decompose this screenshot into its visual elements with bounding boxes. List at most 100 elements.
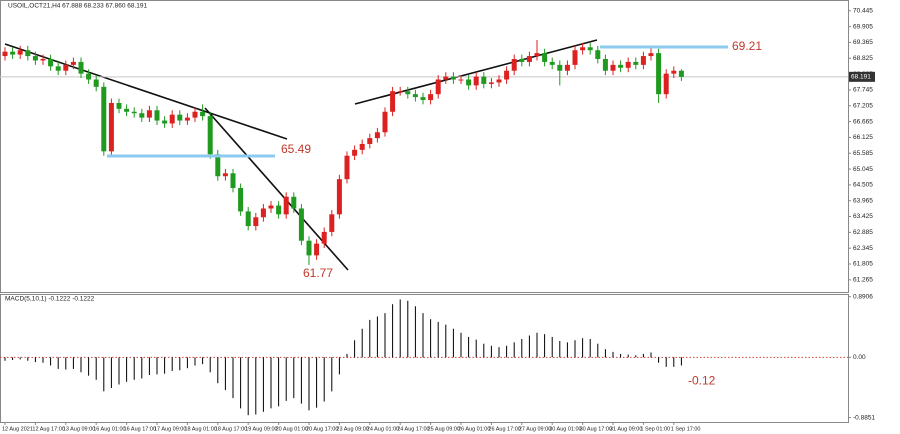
candle-body — [656, 53, 662, 95]
x-tick-label: 20 Aug 17:00 — [306, 426, 338, 432]
last-price-label: 68.191 — [851, 74, 871, 81]
x-tick-label: 12 Aug 2021 — [2, 426, 33, 432]
candle-body — [481, 76, 487, 84]
candle-body — [55, 66, 61, 71]
candle-body — [63, 64, 69, 71]
x-tick-label: 1 Sep 01:00 — [640, 426, 670, 432]
y-tick-label: 69.365 — [853, 39, 873, 46]
y-tick-label: 67.745 — [853, 87, 873, 94]
y-tick-label: 65.585 — [853, 150, 873, 157]
x-tick-label: 17 Aug 09:00 — [154, 426, 186, 432]
candle-body — [336, 179, 342, 215]
chart-title: USOIL,OCT21,H4 67.888 68.233 67.860 68.1… — [8, 3, 148, 10]
candle-body — [298, 208, 304, 241]
candle-body — [169, 114, 175, 124]
candle-body — [222, 173, 228, 177]
candle-body — [633, 61, 639, 65]
candle-body — [25, 50, 31, 57]
candle-body — [405, 91, 411, 95]
candle-body — [412, 94, 418, 98]
annotation: 65.49 — [281, 142, 311, 156]
candle-body — [648, 53, 654, 57]
y-tick-label: 0.8906 — [853, 293, 873, 300]
candle-body — [382, 111, 388, 133]
candle-body — [124, 108, 130, 112]
x-tick-label: 12 Aug 17:00 — [32, 426, 64, 432]
candle-body — [70, 61, 76, 65]
y-tick-label: 66.125 — [853, 134, 873, 141]
y-tick-label: 64.505 — [853, 182, 873, 189]
candle-body — [367, 138, 373, 144]
x-tick-label: 24 Aug 17:00 — [397, 426, 429, 432]
candle-body — [450, 76, 456, 80]
candle-body — [534, 53, 540, 57]
candle-body — [268, 205, 274, 209]
y-tick-label: 61.265 — [853, 277, 873, 284]
candle-body — [504, 70, 510, 80]
macd-title: MACD(5,10,1) -0.1222 -0.1222 — [5, 296, 95, 303]
x-tick-label: 31 Aug 09:00 — [610, 426, 642, 432]
x-tick-label: 19 Aug 09:00 — [245, 426, 277, 432]
candle-body — [587, 47, 593, 51]
macd-frame — [0, 294, 849, 423]
candle-body — [618, 64, 624, 68]
candle-body — [116, 102, 122, 109]
y-tick-label: 66.665 — [853, 118, 873, 125]
candle-body — [671, 70, 677, 74]
candle-body — [2, 51, 8, 57]
x-tick-label: 1 Sep 17:00 — [671, 426, 701, 432]
candle-body — [488, 82, 494, 84]
candle-body — [86, 73, 92, 80]
candle-body — [473, 76, 479, 86]
candle-body — [374, 132, 380, 139]
candle-body — [162, 120, 168, 124]
y-tick-label: 62.885 — [853, 229, 873, 236]
y-tick-label: 61.805 — [853, 261, 873, 268]
candle-body — [640, 56, 646, 65]
last-price-box — [849, 71, 875, 82]
candle-body — [131, 111, 137, 114]
candle-body — [283, 196, 289, 215]
candle-body — [253, 217, 259, 227]
candle-body — [184, 117, 190, 121]
candle-body — [230, 173, 236, 188]
candle-body — [48, 58, 54, 67]
candle-body — [549, 61, 555, 65]
candle-body — [595, 50, 601, 59]
candle-body — [580, 47, 586, 51]
candle-body — [329, 214, 335, 232]
x-tick-label: 24 Aug 01:00 — [367, 426, 399, 432]
candle-body — [435, 79, 441, 95]
x-tick-label: 27 Aug 09:00 — [519, 426, 551, 432]
candle-body — [344, 155, 350, 180]
y-tick-label: -0.8851 — [853, 414, 875, 421]
y-tick-label: 63.425 — [853, 213, 873, 220]
annotation: 61.77 — [303, 266, 333, 280]
candle-body — [17, 50, 23, 55]
x-tick-label: 30 Aug 17:00 — [580, 426, 612, 432]
candle-body — [542, 53, 548, 62]
candle-body — [458, 79, 464, 81]
candle-body — [306, 240, 312, 256]
candle-body — [108, 102, 114, 152]
x-tick-label: 18 Aug 01:00 — [184, 426, 216, 432]
candle-body — [78, 61, 84, 74]
y-tick-label: 0.00 — [853, 354, 866, 361]
candle-body — [564, 64, 570, 71]
annotation: -0.12 — [688, 374, 716, 388]
y-tick-label: 67.205 — [853, 102, 873, 109]
candle-body — [314, 243, 320, 256]
candle-body — [177, 114, 183, 121]
candle-body — [610, 64, 616, 71]
candle-body — [200, 111, 206, 117]
candle-body — [215, 154, 221, 177]
candle-body — [352, 149, 358, 156]
y-tick-label: 63.965 — [853, 197, 873, 204]
candle-body — [10, 51, 16, 55]
candle-body — [678, 70, 684, 77]
y-tick-label: 65.045 — [853, 166, 873, 173]
x-tick-label: 26 Aug 01:00 — [458, 426, 490, 432]
candle-body — [625, 61, 631, 68]
